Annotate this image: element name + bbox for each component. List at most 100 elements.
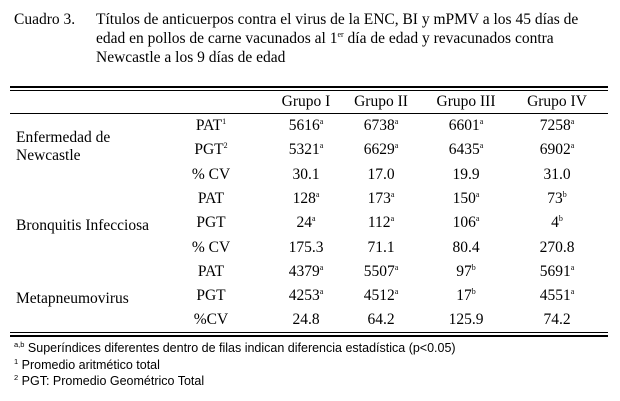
row-label-text: PGT — [196, 214, 226, 232]
table-cell: 106a — [453, 214, 480, 232]
cell-value: 24 — [296, 214, 312, 232]
cell-value: 106 — [452, 214, 476, 232]
cell-value: 173 — [367, 189, 391, 207]
row-label-text: PGT — [194, 141, 224, 159]
row-label: % CV — [192, 166, 230, 184]
cell-value: 64.2 — [367, 311, 395, 329]
table-cell: 5691a — [540, 263, 575, 281]
cell-value: 5616 — [288, 117, 320, 134]
footnote-mark: 2 — [14, 372, 19, 382]
table-cell: 30.1 — [292, 166, 319, 184]
table-cell: 64.2 — [367, 311, 394, 329]
group-name: Bronquitis Infecciosa — [16, 217, 150, 235]
cell-value: 17 — [456, 287, 472, 305]
table-cell: 128a — [293, 190, 320, 208]
column-header: Grupo III — [436, 93, 496, 110]
significance-superscript: a — [394, 286, 399, 296]
table-cell: 5507a — [364, 263, 399, 281]
table-cell: 150a — [453, 190, 480, 208]
table-cell: 125.9 — [449, 311, 484, 329]
table-cell: 173a — [368, 190, 395, 208]
table-bottom-rule — [10, 335, 608, 337]
row-label: PGT — [196, 214, 225, 232]
table-cell: 6601a — [449, 117, 484, 135]
cell-value: 5507 — [363, 262, 395, 280]
row-label: PGT — [196, 287, 225, 305]
column-header: Grupo II — [354, 93, 408, 110]
cell-value: 125.9 — [448, 311, 484, 329]
cell-value: 6902 — [539, 141, 571, 159]
row-label-text: %CV — [193, 311, 229, 329]
footnote-2: 1 Promedio aritmético total — [14, 357, 456, 374]
significance-superscript: a — [475, 214, 480, 224]
cell-value: 175.3 — [288, 238, 324, 256]
cell-value: 6629 — [363, 141, 395, 159]
caption-line-3: Newcastle a los 9 días de edad — [96, 49, 286, 66]
significance-superscript: a — [311, 214, 316, 224]
group-name: Enfermedad de Newcastle — [16, 129, 110, 165]
row-label-superscript: 2 — [223, 141, 228, 151]
cell-value: 17.0 — [367, 165, 395, 183]
significance-superscript: b — [558, 214, 563, 224]
row-label: PAT — [198, 263, 224, 281]
table-cell: 112a — [368, 214, 394, 232]
table-cell: 24.8 — [292, 311, 319, 329]
significance-superscript: a — [390, 189, 395, 199]
row-label: %CV — [194, 311, 228, 329]
row-label-text: % CV — [191, 165, 231, 183]
significance-superscript: a — [319, 286, 324, 296]
table-bottom-rule-thin — [10, 332, 608, 333]
footnote-text: Promedio aritmético total — [18, 357, 160, 372]
table-cell: 24a — [296, 214, 315, 232]
significance-superscript: a — [319, 141, 324, 151]
significance-superscript: b — [471, 286, 476, 296]
significance-superscript: a — [479, 116, 484, 126]
cell-value: 270.8 — [539, 238, 575, 256]
row-label-text: PGT — [196, 287, 226, 305]
table-cell: 17.0 — [367, 166, 394, 184]
significance-superscript: a — [390, 214, 395, 224]
caption-text: Títulos de anticuerpos contra el virus d… — [96, 10, 600, 67]
significance-superscript: a — [570, 141, 575, 151]
table-cell: 80.4 — [452, 239, 479, 257]
table-cell: 6738a — [364, 117, 399, 135]
table-cell: 270.8 — [540, 239, 575, 257]
cell-value: 5321 — [288, 141, 320, 159]
cell-value: 19.9 — [452, 165, 480, 183]
table-header-rule — [10, 113, 608, 114]
caption-superscript: er — [337, 29, 344, 39]
table-cell: 6902a — [540, 141, 575, 159]
significance-superscript: a — [570, 262, 575, 272]
significance-superscript: a — [394, 141, 399, 151]
table-cell: 31.0 — [543, 166, 570, 184]
table-top-rule — [10, 86, 608, 88]
cell-value: 74.2 — [543, 311, 571, 329]
cell-value: 4551 — [539, 287, 571, 305]
cell-value: 7258 — [539, 117, 571, 134]
row-label-superscript: 1 — [222, 116, 227, 126]
footnote-mark: 1 — [14, 356, 19, 366]
cell-value: 4512 — [363, 287, 395, 305]
group-name-line: Enfermedad de — [16, 129, 111, 146]
caption-line-1: Títulos de anticuerpos contra el virus d… — [96, 11, 579, 28]
table-cell: 17b — [456, 287, 476, 305]
column-header: Grupo IV — [527, 93, 587, 110]
cell-value: 71.1 — [367, 238, 395, 256]
table-cell: 4253a — [289, 287, 324, 305]
significance-superscript: a — [394, 262, 399, 272]
table-cell: 6629a — [364, 141, 399, 159]
table-cell: 5616a — [289, 117, 324, 135]
caption-line-2-post: día de edad y revacunados contra — [343, 30, 554, 47]
cell-value: 80.4 — [452, 238, 480, 256]
significance-superscript: a — [475, 189, 480, 199]
row-label-text: % CV — [191, 238, 231, 256]
cell-value: 150 — [452, 189, 476, 207]
cell-value: 112 — [367, 214, 391, 232]
significance-superscript: a — [570, 116, 575, 126]
table-cell: 19.9 — [452, 166, 479, 184]
column-header: Grupo I — [281, 93, 331, 110]
row-label: PGT2 — [194, 141, 227, 159]
table-cell: 74.2 — [543, 311, 570, 329]
table-cell: 4551a — [540, 287, 575, 305]
